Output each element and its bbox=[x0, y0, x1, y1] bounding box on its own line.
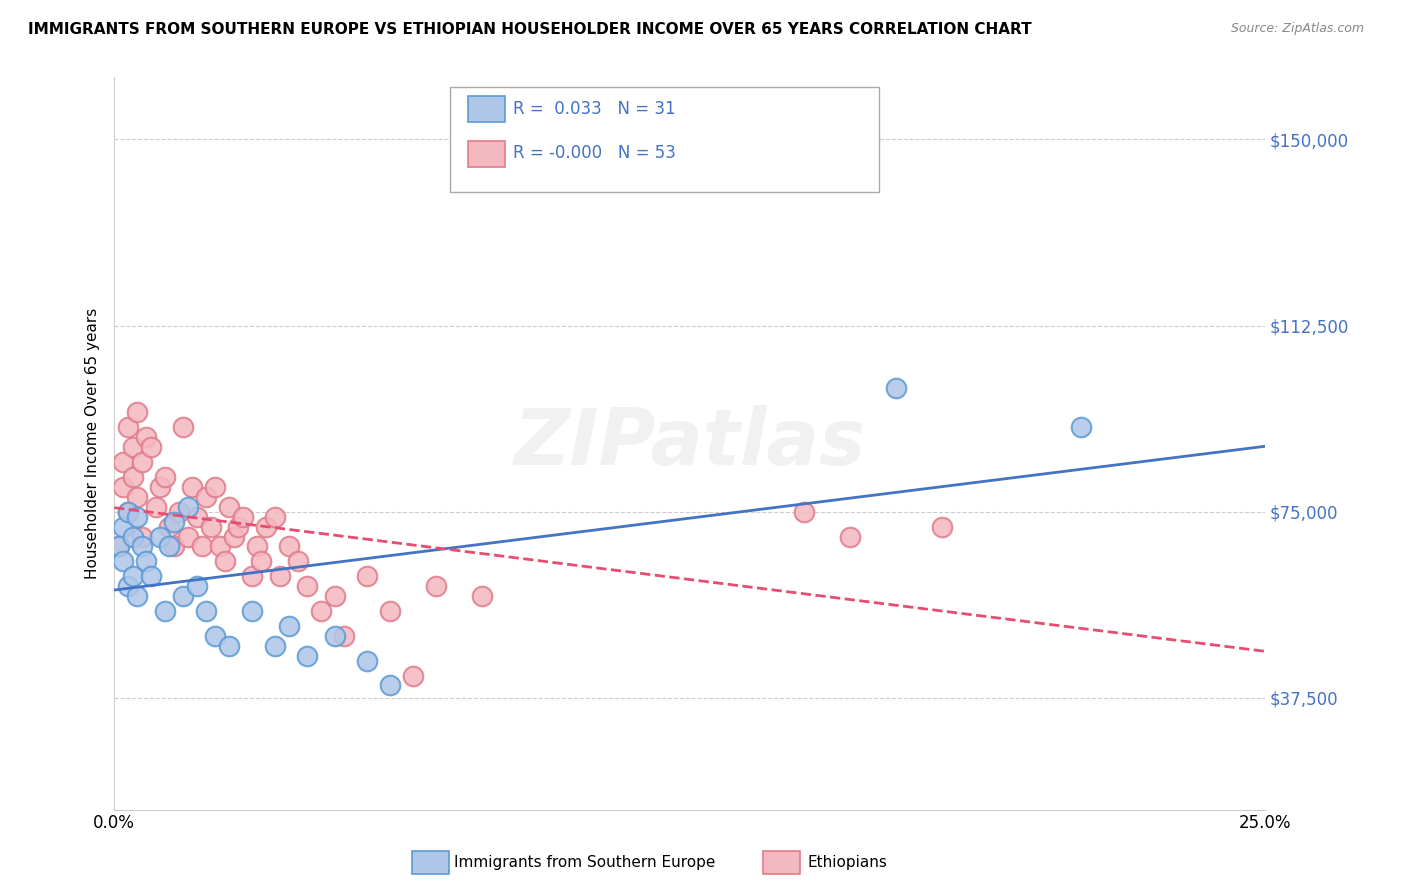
Point bbox=[177, 500, 200, 514]
Point bbox=[153, 470, 176, 484]
Point bbox=[127, 589, 149, 603]
Point bbox=[333, 629, 356, 643]
Point bbox=[186, 579, 208, 593]
Point bbox=[264, 509, 287, 524]
Point bbox=[240, 569, 263, 583]
Point bbox=[127, 405, 149, 419]
Point bbox=[139, 569, 162, 583]
Point bbox=[195, 604, 218, 618]
Point bbox=[356, 654, 378, 668]
Point bbox=[131, 455, 153, 469]
Point bbox=[107, 540, 129, 554]
Point bbox=[139, 440, 162, 454]
Point bbox=[117, 505, 139, 519]
Point bbox=[112, 554, 135, 568]
Point bbox=[127, 490, 149, 504]
Point bbox=[214, 554, 236, 568]
Point bbox=[190, 540, 212, 554]
Point bbox=[121, 470, 143, 484]
Point bbox=[269, 569, 291, 583]
Point bbox=[250, 554, 273, 568]
Point bbox=[157, 540, 180, 554]
Point bbox=[264, 639, 287, 653]
Text: R = -0.000   N = 53: R = -0.000 N = 53 bbox=[513, 145, 676, 162]
Point bbox=[195, 490, 218, 504]
Point bbox=[153, 604, 176, 618]
Point bbox=[356, 569, 378, 583]
Point bbox=[117, 505, 139, 519]
Point bbox=[246, 540, 269, 554]
Point bbox=[186, 509, 208, 524]
Point bbox=[323, 589, 346, 603]
Point bbox=[931, 519, 953, 533]
Point bbox=[163, 515, 186, 529]
Point bbox=[204, 480, 226, 494]
Point bbox=[131, 530, 153, 544]
Point bbox=[839, 530, 862, 544]
Text: Source: ZipAtlas.com: Source: ZipAtlas.com bbox=[1230, 22, 1364, 36]
Point bbox=[117, 579, 139, 593]
Point bbox=[200, 519, 222, 533]
Text: ZIPatlas: ZIPatlas bbox=[513, 406, 866, 482]
Point bbox=[135, 430, 157, 444]
Point bbox=[167, 505, 190, 519]
Point bbox=[297, 579, 319, 593]
Point bbox=[232, 509, 254, 524]
Point bbox=[149, 480, 172, 494]
Point bbox=[127, 509, 149, 524]
Point bbox=[181, 480, 204, 494]
Text: R =  0.033   N = 31: R = 0.033 N = 31 bbox=[513, 100, 676, 118]
Point bbox=[112, 519, 135, 533]
Point bbox=[107, 540, 129, 554]
Point bbox=[1070, 420, 1092, 434]
Point bbox=[218, 500, 240, 514]
Point bbox=[309, 604, 332, 618]
Point bbox=[886, 381, 908, 395]
Point bbox=[278, 619, 301, 633]
Point bbox=[254, 519, 277, 533]
Point bbox=[177, 530, 200, 544]
Point bbox=[218, 639, 240, 653]
Point bbox=[121, 530, 143, 544]
Point bbox=[278, 540, 301, 554]
Point bbox=[297, 648, 319, 663]
Point bbox=[287, 554, 309, 568]
Point bbox=[121, 569, 143, 583]
Point bbox=[323, 629, 346, 643]
Point bbox=[172, 420, 194, 434]
Point bbox=[402, 668, 425, 682]
Point bbox=[117, 420, 139, 434]
Point bbox=[793, 505, 815, 519]
Point bbox=[149, 530, 172, 544]
Text: IMMIGRANTS FROM SOUTHERN EUROPE VS ETHIOPIAN HOUSEHOLDER INCOME OVER 65 YEARS CO: IMMIGRANTS FROM SOUTHERN EUROPE VS ETHIO… bbox=[28, 22, 1032, 37]
Text: Immigrants from Southern Europe: Immigrants from Southern Europe bbox=[454, 855, 716, 870]
Point bbox=[172, 589, 194, 603]
Point bbox=[204, 629, 226, 643]
Point bbox=[157, 519, 180, 533]
Point bbox=[471, 589, 494, 603]
Point bbox=[380, 604, 402, 618]
Point bbox=[112, 480, 135, 494]
Point bbox=[145, 500, 167, 514]
Point bbox=[121, 440, 143, 454]
Point bbox=[222, 530, 245, 544]
Point bbox=[425, 579, 447, 593]
Text: Ethiopians: Ethiopians bbox=[807, 855, 887, 870]
Y-axis label: Householder Income Over 65 years: Householder Income Over 65 years bbox=[86, 308, 100, 579]
Point bbox=[131, 540, 153, 554]
Point bbox=[112, 455, 135, 469]
Point bbox=[208, 540, 231, 554]
Point bbox=[240, 604, 263, 618]
Point bbox=[135, 554, 157, 568]
Point bbox=[380, 678, 402, 692]
Point bbox=[228, 519, 250, 533]
Point bbox=[163, 540, 186, 554]
